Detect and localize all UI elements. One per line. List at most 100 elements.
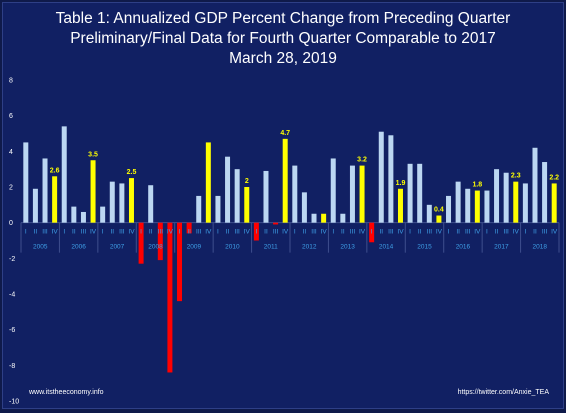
quarter-label: III: [388, 229, 394, 236]
quarter-label: I: [140, 229, 142, 236]
bar-2008-q2: [148, 185, 154, 223]
bar-2010-q1: [215, 195, 221, 223]
year-label: 2013: [340, 244, 355, 251]
year-label: 2008: [148, 244, 163, 251]
y-tick-label: -2: [9, 256, 15, 263]
quarter-label: III: [42, 229, 48, 236]
quarter-label: I: [255, 229, 257, 236]
chart-subtitle: Preliminary/Final Data for Fourth Quarte…: [70, 30, 496, 47]
chart-date: March 28, 2019: [229, 50, 337, 67]
bar-2007-q4: [128, 178, 134, 223]
quarter-label: II: [149, 229, 153, 236]
quarter-label: II: [533, 229, 537, 236]
quarter-label: I: [217, 229, 219, 236]
y-tick-label: 8: [9, 78, 13, 85]
quarter-label: I: [371, 229, 373, 236]
quarter-label: I: [486, 229, 488, 236]
bar-2016-q4: [474, 190, 480, 223]
bar-2017-q4: [513, 181, 519, 223]
year-label: 2009: [187, 244, 202, 251]
quarter-label: IV: [244, 229, 251, 236]
bar-2014-q3: [388, 135, 394, 223]
bar-2008-q4: [167, 222, 173, 373]
bar-2013-q1: [330, 158, 336, 223]
quarter-label: IV: [90, 229, 97, 236]
year-label: 2011: [264, 244, 278, 251]
quarter-label: III: [196, 229, 202, 236]
year-label: 2016: [456, 244, 471, 251]
q4-data-label: 0.4: [434, 207, 444, 214]
bar-2011-q1: [253, 222, 259, 241]
bar-2013-q4: [359, 165, 365, 223]
quarter-label: I: [63, 229, 65, 236]
year-label: 2015: [417, 244, 432, 251]
q4-data-label: 2: [245, 178, 249, 185]
year-label: 2017: [494, 244, 509, 251]
quarter-label: II: [187, 229, 191, 236]
chart-panel: Table 1: Annualized GDP Percent Change f…: [2, 2, 564, 409]
bar-2012-q2: [301, 192, 307, 223]
bar-2016-q3: [465, 188, 471, 223]
quarter-label: II: [110, 229, 114, 236]
bar-2015-q4: [436, 215, 442, 223]
quarter-label: II: [34, 229, 38, 236]
quarter-label: IV: [167, 229, 174, 236]
quarter-label: II: [456, 229, 460, 236]
bar-2018-q4: [551, 183, 557, 223]
y-tick-label: 2: [9, 185, 13, 192]
footer-website: www.itstheeconomy.info: [29, 389, 104, 396]
bar-2018-q2: [532, 147, 538, 223]
bar-2018-q3: [542, 162, 548, 223]
quarter-label: III: [119, 229, 125, 236]
bar-2009-q4: [205, 142, 211, 223]
quarter-label: I: [448, 229, 450, 236]
quarter-label: I: [409, 229, 411, 236]
quarter-label: II: [303, 229, 307, 236]
bar-2015-q2: [417, 163, 423, 223]
year-label: 2007: [110, 244, 125, 251]
quarter-label: I: [179, 229, 181, 236]
bar-2015-q1: [407, 163, 413, 223]
y-tick-label: 6: [9, 113, 13, 120]
bar-2005-q1: [23, 142, 29, 223]
bar-2006-q1: [61, 126, 67, 223]
q4-data-label: 4.7: [280, 130, 290, 137]
grid: [20, 222, 560, 253]
q4-data-label: 1.9: [396, 180, 406, 187]
quarter-label: II: [418, 229, 422, 236]
bar-2011-q3: [273, 222, 279, 225]
bars: [23, 126, 557, 373]
quarter-label: IV: [321, 229, 328, 236]
bar-2007-q2: [109, 181, 115, 223]
bar-2017-q3: [503, 172, 509, 223]
bar-2012-q3: [311, 213, 317, 223]
quarter-label: III: [81, 229, 87, 236]
q4-data-label: 2.5: [127, 169, 137, 176]
quarter-label: IV: [205, 229, 212, 236]
bar-2012-q4: [321, 213, 327, 223]
quarter-label: IV: [282, 229, 289, 236]
bar-2009-q3: [196, 195, 202, 223]
bar-2017-q1: [484, 190, 490, 223]
quarter-label: II: [264, 229, 268, 236]
q4-data-label: 2.6: [50, 167, 60, 174]
q4-data-label: 2.3: [511, 173, 521, 180]
quarter-label: I: [25, 229, 27, 236]
y-tick-label: -4: [9, 292, 15, 299]
bar-2006-q4: [90, 160, 96, 223]
y-tick-label: -8: [9, 363, 15, 370]
year-label: 2010: [225, 244, 240, 251]
bar-2005-q3: [42, 158, 48, 223]
quarter-label: IV: [359, 229, 366, 236]
quarter-label: III: [542, 229, 548, 236]
bar-2008-q1: [138, 222, 144, 264]
quarter-label: I: [102, 229, 104, 236]
gdp-bar-chart: 8 6 4 2 0 -2 -4 -6 -8 -10 2.6 3.5 2.5 2 4.7 3.2 1.9 0.4 1…: [9, 78, 560, 406]
bar-2014-q2: [378, 131, 384, 223]
y-tick-label: -6: [9, 327, 15, 334]
bar-2011-q2: [263, 170, 269, 223]
chart-title-block: Table 1: Annualized GDP Percent Change f…: [3, 9, 563, 69]
quarter-label: IV: [128, 229, 135, 236]
bar-2007-q1: [100, 206, 106, 223]
